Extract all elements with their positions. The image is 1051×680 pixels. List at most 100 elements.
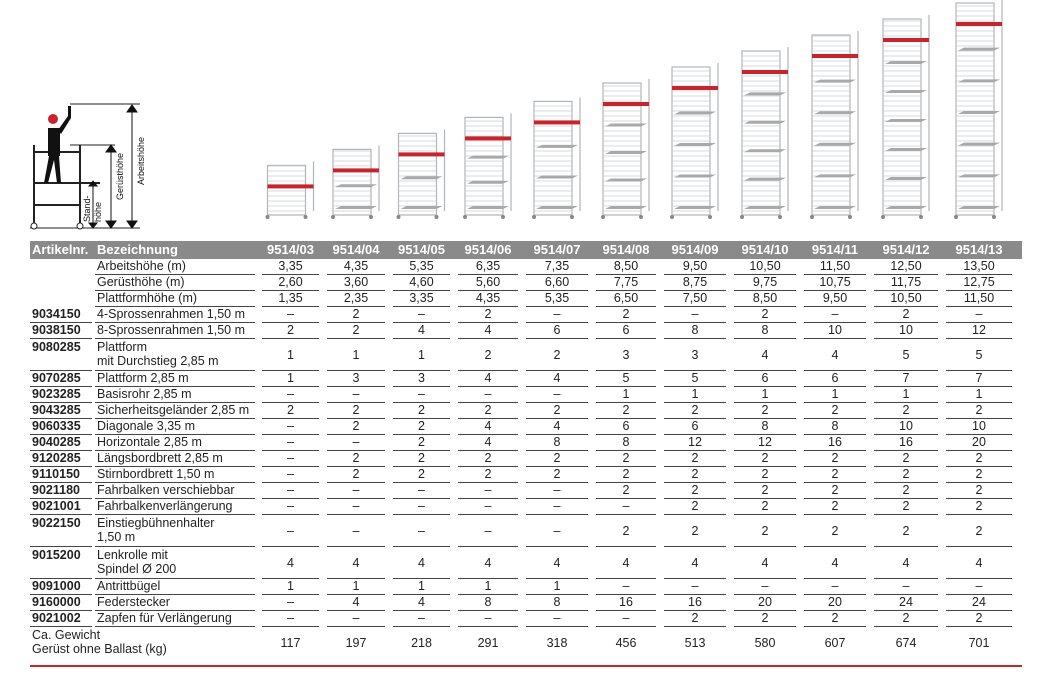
value-cell: – — [592, 499, 660, 515]
value-cell-text: – — [418, 387, 425, 401]
row-divider — [95, 338, 255, 339]
row-divider — [734, 498, 796, 499]
description: Federstecker — [95, 595, 258, 611]
row-divider — [596, 274, 656, 275]
row-divider — [30, 578, 92, 579]
row-divider — [262, 418, 319, 419]
value-cell: 16 — [660, 595, 730, 611]
value-cell-text: – — [418, 499, 425, 513]
value-cell: – — [389, 387, 454, 403]
value-cell: 2 — [942, 467, 1016, 483]
value-cell: – — [454, 499, 522, 515]
description-line: Plattform — [97, 340, 148, 354]
value-cell-text: 2 — [902, 499, 910, 513]
value-cell-text: 8 — [761, 419, 769, 433]
value-cell-text: 6,60 — [544, 275, 570, 289]
value-cell-text: 4 — [691, 555, 699, 570]
value-cell-text: 4 — [418, 555, 425, 570]
value-cell: 2 — [730, 451, 800, 467]
value-cell-text: 2 — [902, 611, 910, 625]
value-cell: 2 — [389, 451, 454, 467]
row-divider — [458, 594, 518, 595]
value-cell-text: 2 — [902, 307, 910, 321]
row-divider — [262, 466, 319, 467]
value-cell: 6,60 — [522, 275, 592, 291]
value-cell: 3,35 — [389, 291, 454, 307]
value-cell: – — [522, 387, 592, 403]
value-cell-text: – — [975, 579, 983, 593]
value-cell: 5,35 — [522, 291, 592, 307]
value-cell: 1,35 — [258, 291, 323, 307]
description-line: Arbeitshöhe (m) — [97, 259, 186, 273]
top-platform-guard — [534, 120, 580, 125]
description: Basisrohr 2,85 m — [95, 387, 258, 403]
value-cell-text: 2 — [975, 483, 983, 497]
value-cell-text: 4 — [287, 555, 294, 570]
platform — [674, 174, 716, 178]
row-divider — [393, 290, 450, 291]
row-divider — [30, 466, 92, 467]
description-line: Stirnbordbrett 1,50 m — [97, 467, 215, 481]
article-number: 9038150 — [30, 323, 95, 339]
value-cell-text: 1 — [553, 579, 561, 593]
row-divider — [804, 434, 866, 435]
value-cell: – — [660, 579, 730, 595]
value-cell: 5 — [660, 371, 730, 387]
value-cell: – — [258, 611, 323, 627]
value-cell: 5 — [870, 339, 942, 371]
value-cell-text: – — [902, 579, 910, 593]
value-cell-text: 1 — [831, 387, 839, 401]
platform — [400, 206, 443, 209]
row-divider — [262, 322, 319, 323]
value-cell: 5,60 — [454, 275, 522, 291]
value-cell: – — [323, 499, 389, 515]
row-divider — [526, 338, 588, 339]
value-cell-text: 9,75 — [752, 275, 778, 289]
value-cell: – — [258, 307, 323, 323]
value-cell: 20 — [942, 435, 1016, 451]
row-divider — [664, 482, 726, 483]
article-number: 9023285 — [30, 387, 95, 403]
row-divider — [526, 546, 588, 547]
row-divider — [95, 498, 255, 499]
value-cell-text: 4 — [352, 555, 360, 570]
value-cell-text: 2 — [352, 467, 360, 481]
description-line: Plattform 2,85 m — [97, 371, 189, 385]
row-divider — [734, 578, 796, 579]
row-divider — [30, 594, 92, 595]
value-cell-text: 4 — [484, 555, 492, 570]
row-divider — [458, 338, 518, 339]
value-cell: 2,60 — [258, 275, 323, 291]
row-divider — [458, 626, 518, 627]
value-cell: – — [323, 515, 389, 547]
value-cell-text: 4 — [553, 419, 561, 433]
value-cell-text: 2 — [691, 523, 699, 538]
caster-wheel — [810, 215, 814, 219]
row-divider — [327, 610, 385, 611]
caster-wheel — [708, 215, 712, 219]
value-cell-text: – — [484, 499, 492, 513]
value-cell: 2 — [454, 467, 522, 483]
table-row: 9160000 Federstecker – 4 4 8 8 16 16 20 20 24 24 — [30, 595, 1022, 611]
value-cell: – — [730, 579, 800, 595]
value-cell-text: 3 — [418, 371, 425, 385]
header-article-text: Artikelnr. — [32, 242, 89, 257]
value-cell-text: 2 — [902, 451, 910, 465]
row-divider — [804, 402, 866, 403]
row-divider — [664, 466, 726, 467]
row-divider — [262, 578, 319, 579]
value-cell-text: – — [287, 387, 294, 401]
row-divider — [95, 274, 255, 275]
row-divider — [596, 594, 656, 595]
row-divider — [95, 434, 255, 435]
row-divider — [393, 514, 450, 515]
row-divider — [526, 370, 588, 371]
description: Zapfen für Verlängerung — [95, 611, 258, 627]
value-cell-text: 2,35 — [343, 291, 369, 305]
value-cell: 3,35 — [258, 259, 323, 275]
row-divider — [262, 370, 319, 371]
table-row: 9021001 Fahrbalkenverlängerung – – – – – – 2 2 2 2 2 — [30, 499, 1022, 515]
row-divider — [262, 402, 319, 403]
value-cell: 2 — [522, 403, 592, 419]
description-line: Längsbordbrett 2,85 m — [97, 451, 223, 465]
